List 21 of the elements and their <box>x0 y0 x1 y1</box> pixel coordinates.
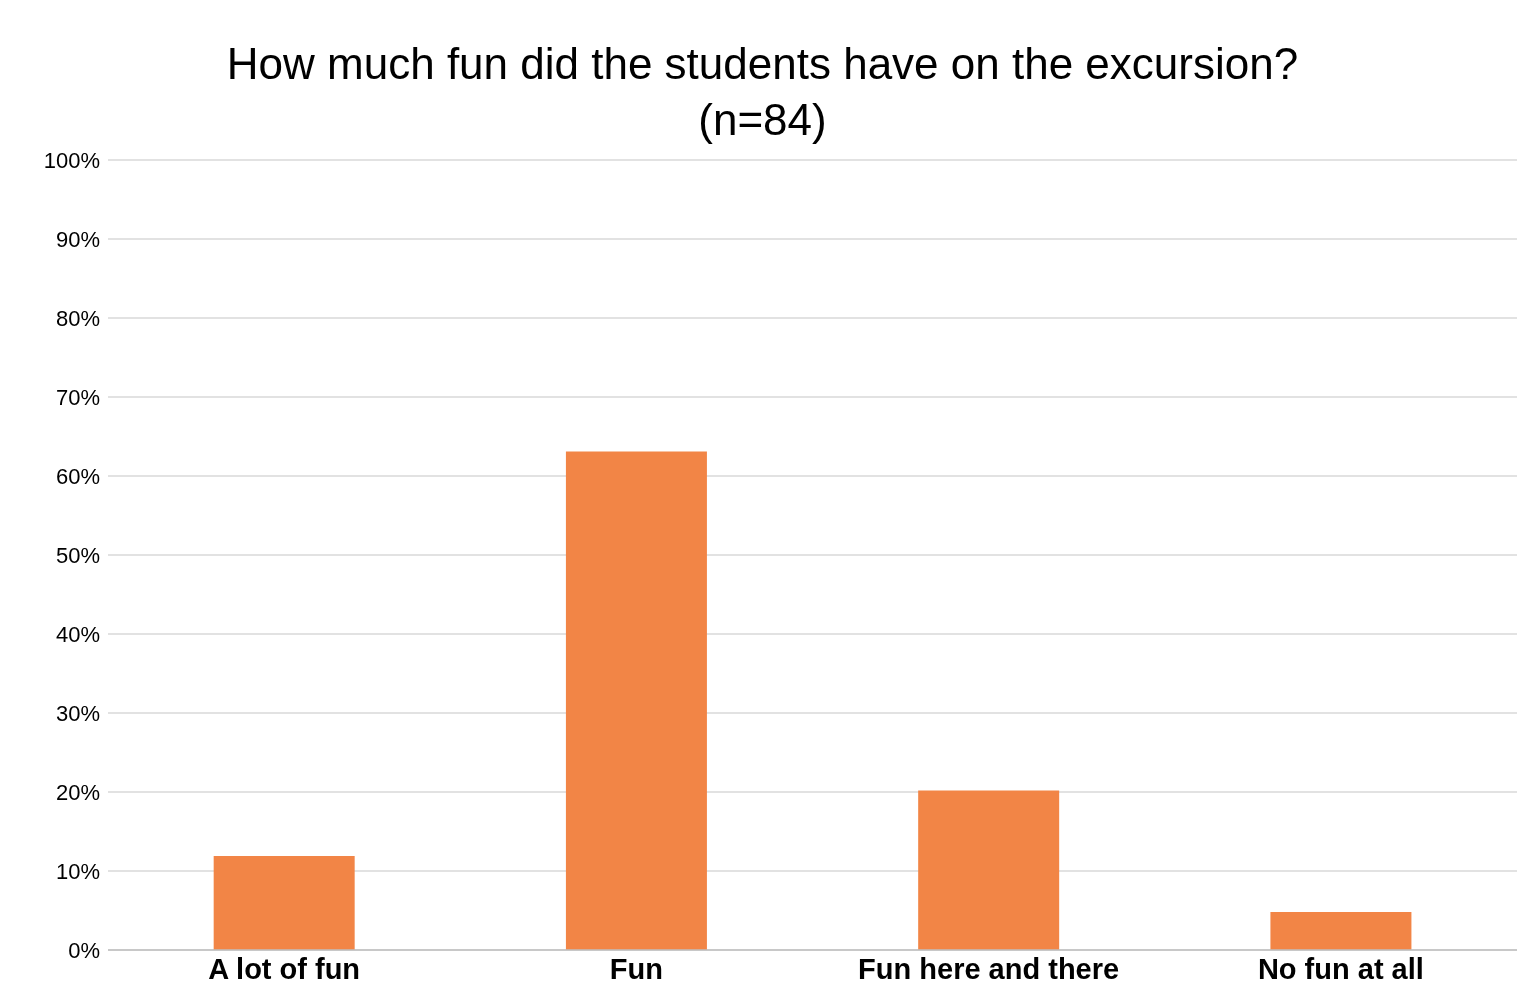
y-tick-label: 70% <box>55 384 100 410</box>
x-tick-label: No fun at all <box>1257 952 1424 985</box>
y-tick-label: 40% <box>55 621 100 647</box>
y-tick-label: 10% <box>55 858 100 884</box>
y-tick-label: 100% <box>43 147 100 173</box>
y-tick-label: 80% <box>55 305 100 331</box>
y-tick-label: 30% <box>55 700 100 726</box>
bar <box>918 790 1060 950</box>
y-tick-label: 90% <box>55 226 100 252</box>
bar <box>1270 912 1412 950</box>
x-tick-label: A lot of fun <box>208 952 361 985</box>
bar <box>213 855 355 950</box>
y-tick-label: 60% <box>55 463 100 489</box>
y-tick-label: 50% <box>55 542 100 568</box>
chart-title: How much fun did the students have on the excursion? <box>225 38 1300 90</box>
x-tick-label: Fun <box>609 952 663 985</box>
y-tick-label: 0% <box>68 937 100 963</box>
chart-subtitle: (n=84) <box>697 94 828 146</box>
y-tick-label: 20% <box>55 779 100 805</box>
x-tick-label: Fun here and there <box>858 952 1120 985</box>
bar <box>565 451 707 950</box>
